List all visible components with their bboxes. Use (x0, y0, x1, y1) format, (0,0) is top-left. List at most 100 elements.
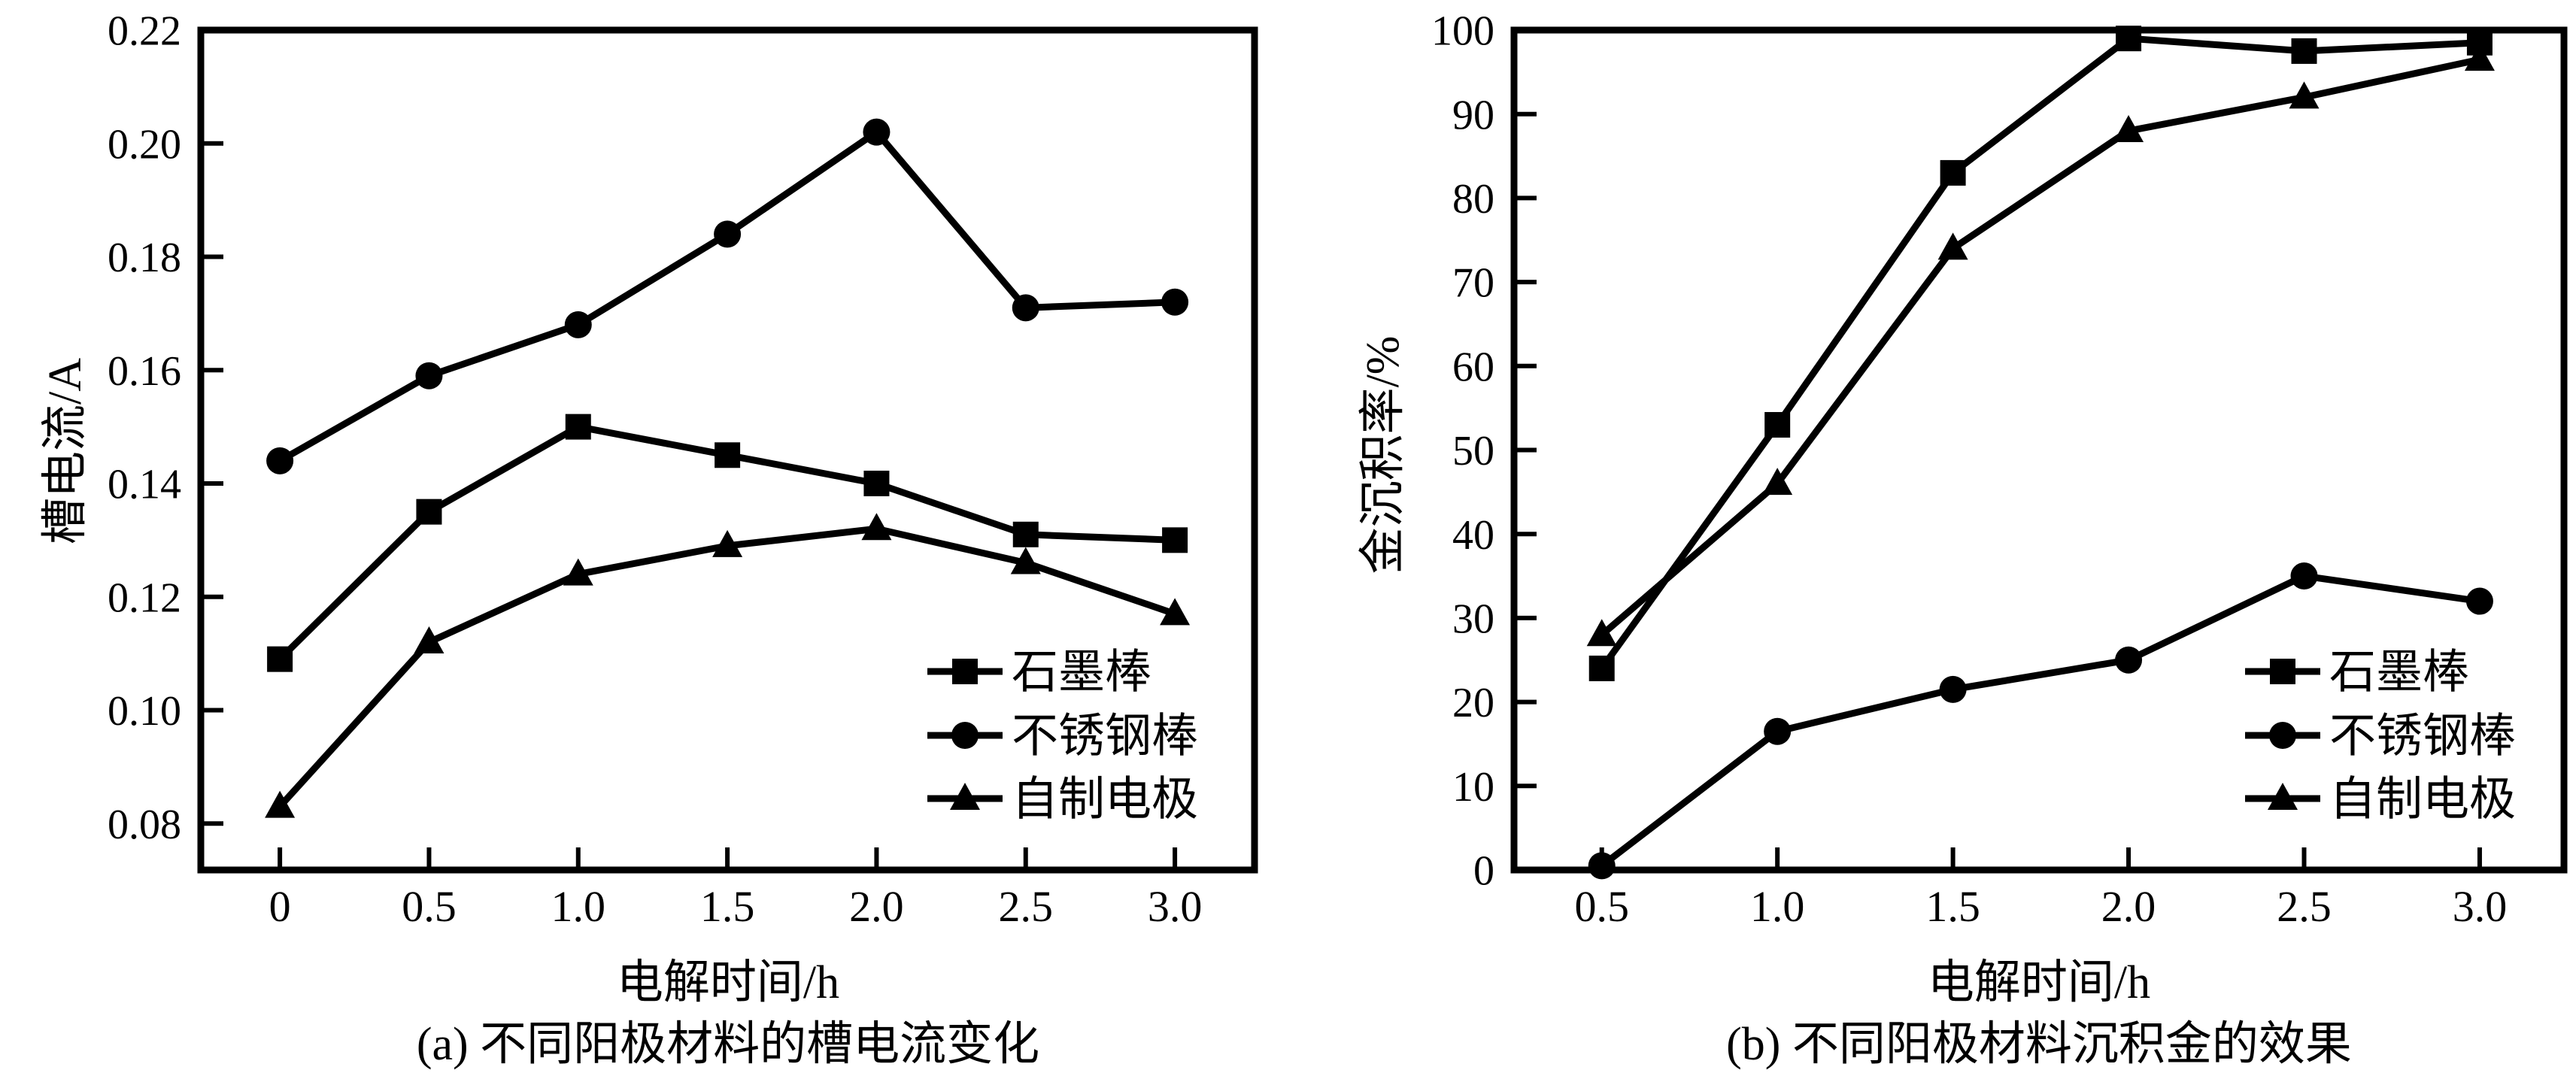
series-0-marker (863, 470, 890, 496)
series-1-marker (1012, 294, 1039, 322)
series-1-marker (2115, 646, 2143, 674)
legend-item: 自制电极 (2245, 774, 2516, 826)
y-tick-label: 0.20 (108, 121, 181, 168)
legend-label: 石墨棒 (1012, 647, 1151, 699)
legend-label: 不锈钢棒 (1012, 711, 1198, 762)
y-tick-label: 0.12 (108, 574, 181, 621)
series-2-marker (1586, 619, 1617, 647)
chart-b-plot: 0 10 20 30 40 50 60 70 80 90 100 0.5 1.0 1.5 2.0 2.5 3.0… (1431, 8, 2568, 931)
series-2-marker (861, 513, 892, 541)
series-1-marker (1161, 288, 1189, 316)
series-1-marker (266, 447, 294, 474)
series-0-marker (2116, 26, 2142, 52)
y-tick-label: 40 (1452, 512, 1494, 559)
y-tick-label: 30 (1452, 596, 1494, 643)
series-line-2 (1599, 56, 2480, 638)
x-tick-label: 0 (269, 882, 291, 931)
series-line-0 (1599, 35, 2480, 671)
legend-circle-marker (951, 722, 979, 749)
series-1-marker (415, 362, 443, 389)
legend-label: 自制电极 (1012, 774, 1198, 826)
y-tick-label: 0.14 (108, 462, 181, 508)
chart-b-panel: 0 10 20 30 40 50 60 70 80 90 100 0.5 1.0 1.5 2.0 2.5 3.0… (1288, 0, 2576, 1076)
y-tick-label: 70 (1452, 260, 1494, 307)
x-tick-label: 1.5 (700, 882, 755, 931)
y-tick-label: 0.22 (108, 8, 181, 55)
y-tick-label: 0 (1473, 848, 1494, 895)
series-2-marker (1160, 598, 1191, 626)
legend-item: 石墨棒 (927, 647, 1151, 699)
series-2-marker (2464, 44, 2495, 71)
legend-square-marker (952, 659, 978, 684)
legend-circle-marker (2269, 722, 2296, 749)
legend-label: 自制电极 (2329, 774, 2516, 826)
series-2-marker (563, 558, 593, 586)
legend-label: 不锈钢棒 (2329, 711, 2516, 762)
legend-item: 不锈钢棒 (927, 711, 1198, 762)
series-0-marker (416, 499, 442, 525)
y-tick-label: 20 (1452, 680, 1494, 726)
x-tick-label: 1.5 (1925, 882, 1980, 931)
series-1-marker (863, 118, 891, 146)
x-tick-label: 0.5 (1574, 882, 1629, 931)
series-line-1 (278, 129, 1176, 464)
series-0-marker (1588, 655, 1615, 681)
x-tick-label: 2.0 (2101, 882, 2156, 931)
y-tick-label: 90 (1452, 92, 1494, 138)
series-2-marker (1010, 547, 1041, 574)
x-tick-label: 1.0 (551, 882, 606, 931)
series-1-marker (2465, 587, 2493, 615)
y-tick-label: 100 (1431, 8, 1494, 55)
legend-triangle-marker (950, 783, 980, 810)
y-tick-label: 0.18 (108, 235, 181, 281)
series-2-marker (1937, 232, 1968, 260)
legend-label: 石墨棒 (2329, 647, 2469, 699)
series-line-1 (1599, 572, 2480, 868)
legend-item: 自制电极 (927, 774, 1198, 826)
series-2-marker (712, 529, 743, 557)
chart-b-caption: (b) 不同阳极材料沉积金的效果 (1726, 1019, 2352, 1070)
series-0-marker (1162, 527, 1188, 553)
x-tick-label: 3.0 (1148, 882, 1203, 931)
y-tick-label: 50 (1452, 428, 1494, 474)
chart-a-panel: 0.08 0.10 0.12 0.14 0.16 0.18 0.20 0.22 0 0.5 1.0 1… (40, 8, 1258, 1070)
legend-item: 石墨棒 (2245, 647, 2469, 699)
series-2-marker (2289, 81, 2320, 109)
x-tick-label: 3.0 (2453, 882, 2508, 931)
series-0-marker (1764, 411, 1791, 438)
y-tick-label: 60 (1452, 344, 1494, 390)
series-0-marker (715, 442, 741, 468)
series-0-marker (267, 646, 293, 672)
chart-a-x-axis-title: 电解时间/h (616, 957, 840, 1008)
y-tick-label: 0.10 (108, 688, 181, 735)
x-tick-label: 0.5 (402, 882, 457, 931)
series-2-marker (265, 790, 296, 818)
series-0-marker (1012, 521, 1039, 547)
series-1-marker (714, 220, 742, 248)
legend-item: 不锈钢棒 (2245, 711, 2516, 762)
y-tick-label: 10 (1452, 764, 1494, 811)
y-tick-label: 80 (1452, 176, 1494, 223)
chart-b-x-axis-title: 电解时间/h (1927, 957, 2151, 1008)
series-1-marker (564, 311, 592, 338)
series-1-marker (1588, 852, 1616, 880)
series-1-marker (1939, 675, 1967, 703)
series-1-marker (2290, 562, 2318, 590)
series-2-marker (2113, 115, 2144, 143)
series-1-marker (1764, 717, 1792, 745)
y-tick-label: 0.08 (108, 802, 181, 848)
x-tick-label: 2.5 (999, 882, 1054, 931)
y-tick-label: 0.16 (108, 348, 181, 395)
chart-a-caption: (a) 不同阳极材料的槽电流变化 (416, 1019, 1040, 1070)
x-tick-label: 2.0 (849, 882, 904, 931)
series-2-marker (1762, 468, 1793, 496)
chart-a-y-axis-title: 槽电流/A (40, 357, 91, 545)
plot-frame (197, 26, 1258, 874)
series-2-marker (414, 626, 445, 654)
chart-a-plot: 0.08 0.10 0.12 0.14 0.16 0.18 0.20 0.22 0 0.5 1.0 1… (108, 8, 1258, 931)
x-tick-label: 1.0 (1750, 882, 1805, 931)
series-0-marker (1940, 159, 1966, 186)
